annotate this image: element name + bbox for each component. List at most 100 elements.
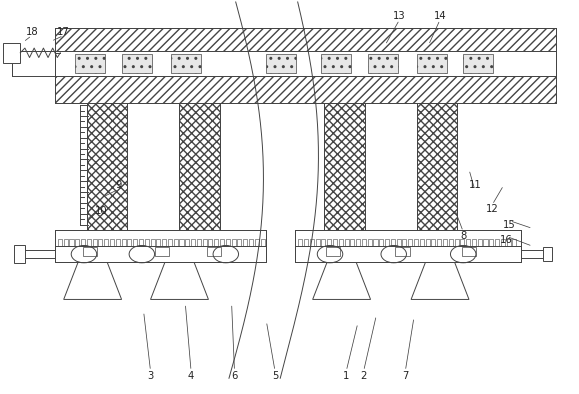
Text: 13: 13 (393, 11, 406, 21)
Bar (402, 239, 406, 246)
Bar (249, 239, 253, 246)
Bar (495, 239, 499, 246)
Bar (295, 246, 521, 262)
Bar (483, 239, 488, 246)
Bar (408, 239, 412, 246)
Bar (191, 239, 195, 246)
Bar (237, 239, 241, 246)
Bar (512, 239, 516, 246)
Bar (295, 230, 521, 246)
Bar (462, 247, 477, 256)
Bar (333, 239, 337, 246)
Bar (266, 54, 296, 73)
Bar (417, 103, 457, 230)
Bar (321, 54, 351, 73)
Bar (431, 239, 435, 246)
Bar (110, 239, 114, 246)
Bar (151, 239, 155, 246)
Bar (55, 28, 556, 76)
Bar (17, 250, 55, 258)
Bar (324, 103, 365, 230)
Bar (220, 239, 224, 246)
Bar (414, 239, 418, 246)
Bar (365, 103, 417, 230)
Bar (489, 239, 493, 246)
Bar (81, 239, 85, 246)
Polygon shape (64, 262, 122, 299)
Bar (179, 103, 220, 230)
Bar (98, 239, 102, 246)
Bar (145, 239, 149, 246)
Bar (443, 239, 447, 246)
Bar (243, 239, 247, 246)
Text: 1: 1 (343, 371, 350, 381)
Text: 18: 18 (25, 26, 38, 37)
Text: 7: 7 (402, 371, 409, 381)
Bar (397, 239, 401, 246)
Bar (261, 239, 265, 246)
Bar (197, 239, 201, 246)
Bar (365, 103, 417, 230)
Bar (14, 245, 25, 263)
Bar (207, 247, 221, 256)
Polygon shape (411, 262, 469, 299)
Bar (362, 239, 366, 246)
Bar (455, 239, 459, 246)
Text: 8: 8 (460, 231, 466, 242)
Bar (298, 239, 302, 246)
Bar (185, 239, 189, 246)
Bar (155, 247, 170, 256)
Text: 12: 12 (486, 204, 499, 214)
Bar (12, 51, 55, 76)
Bar (122, 239, 126, 246)
Bar (449, 239, 453, 246)
Bar (385, 239, 389, 246)
Bar (171, 54, 201, 73)
Bar (543, 247, 552, 261)
Bar (325, 247, 340, 256)
Bar (55, 51, 556, 76)
Bar (75, 54, 105, 73)
Bar (478, 239, 482, 246)
Text: 5: 5 (272, 371, 278, 381)
Bar (327, 239, 331, 246)
Bar (321, 239, 325, 246)
Bar (174, 239, 178, 246)
Bar (58, 239, 62, 246)
Polygon shape (313, 262, 371, 299)
Text: 11: 11 (468, 180, 481, 190)
Bar (104, 239, 108, 246)
Bar (3, 43, 20, 63)
Bar (226, 239, 230, 246)
Bar (304, 239, 308, 246)
Bar (316, 239, 320, 246)
Bar (82, 247, 97, 256)
Bar (214, 239, 218, 246)
Bar (75, 239, 79, 246)
Text: 15: 15 (503, 219, 516, 230)
Bar (368, 54, 398, 73)
Bar (127, 239, 131, 246)
Text: 3: 3 (148, 371, 153, 381)
Bar (87, 103, 127, 230)
Bar (203, 239, 207, 246)
Bar (122, 54, 152, 73)
Bar (127, 103, 179, 230)
Bar (69, 239, 74, 246)
Bar (116, 239, 120, 246)
Bar (507, 239, 511, 246)
Bar (295, 230, 521, 246)
Bar (127, 103, 179, 230)
Bar (350, 239, 354, 246)
Bar (179, 239, 184, 246)
Bar (255, 239, 259, 246)
Bar (310, 239, 314, 246)
Bar (55, 75, 556, 103)
Bar (373, 239, 378, 246)
Bar (339, 239, 343, 246)
Bar (426, 239, 430, 246)
Bar (472, 239, 476, 246)
Bar (168, 239, 172, 246)
Bar (417, 54, 447, 73)
Bar (395, 247, 410, 256)
